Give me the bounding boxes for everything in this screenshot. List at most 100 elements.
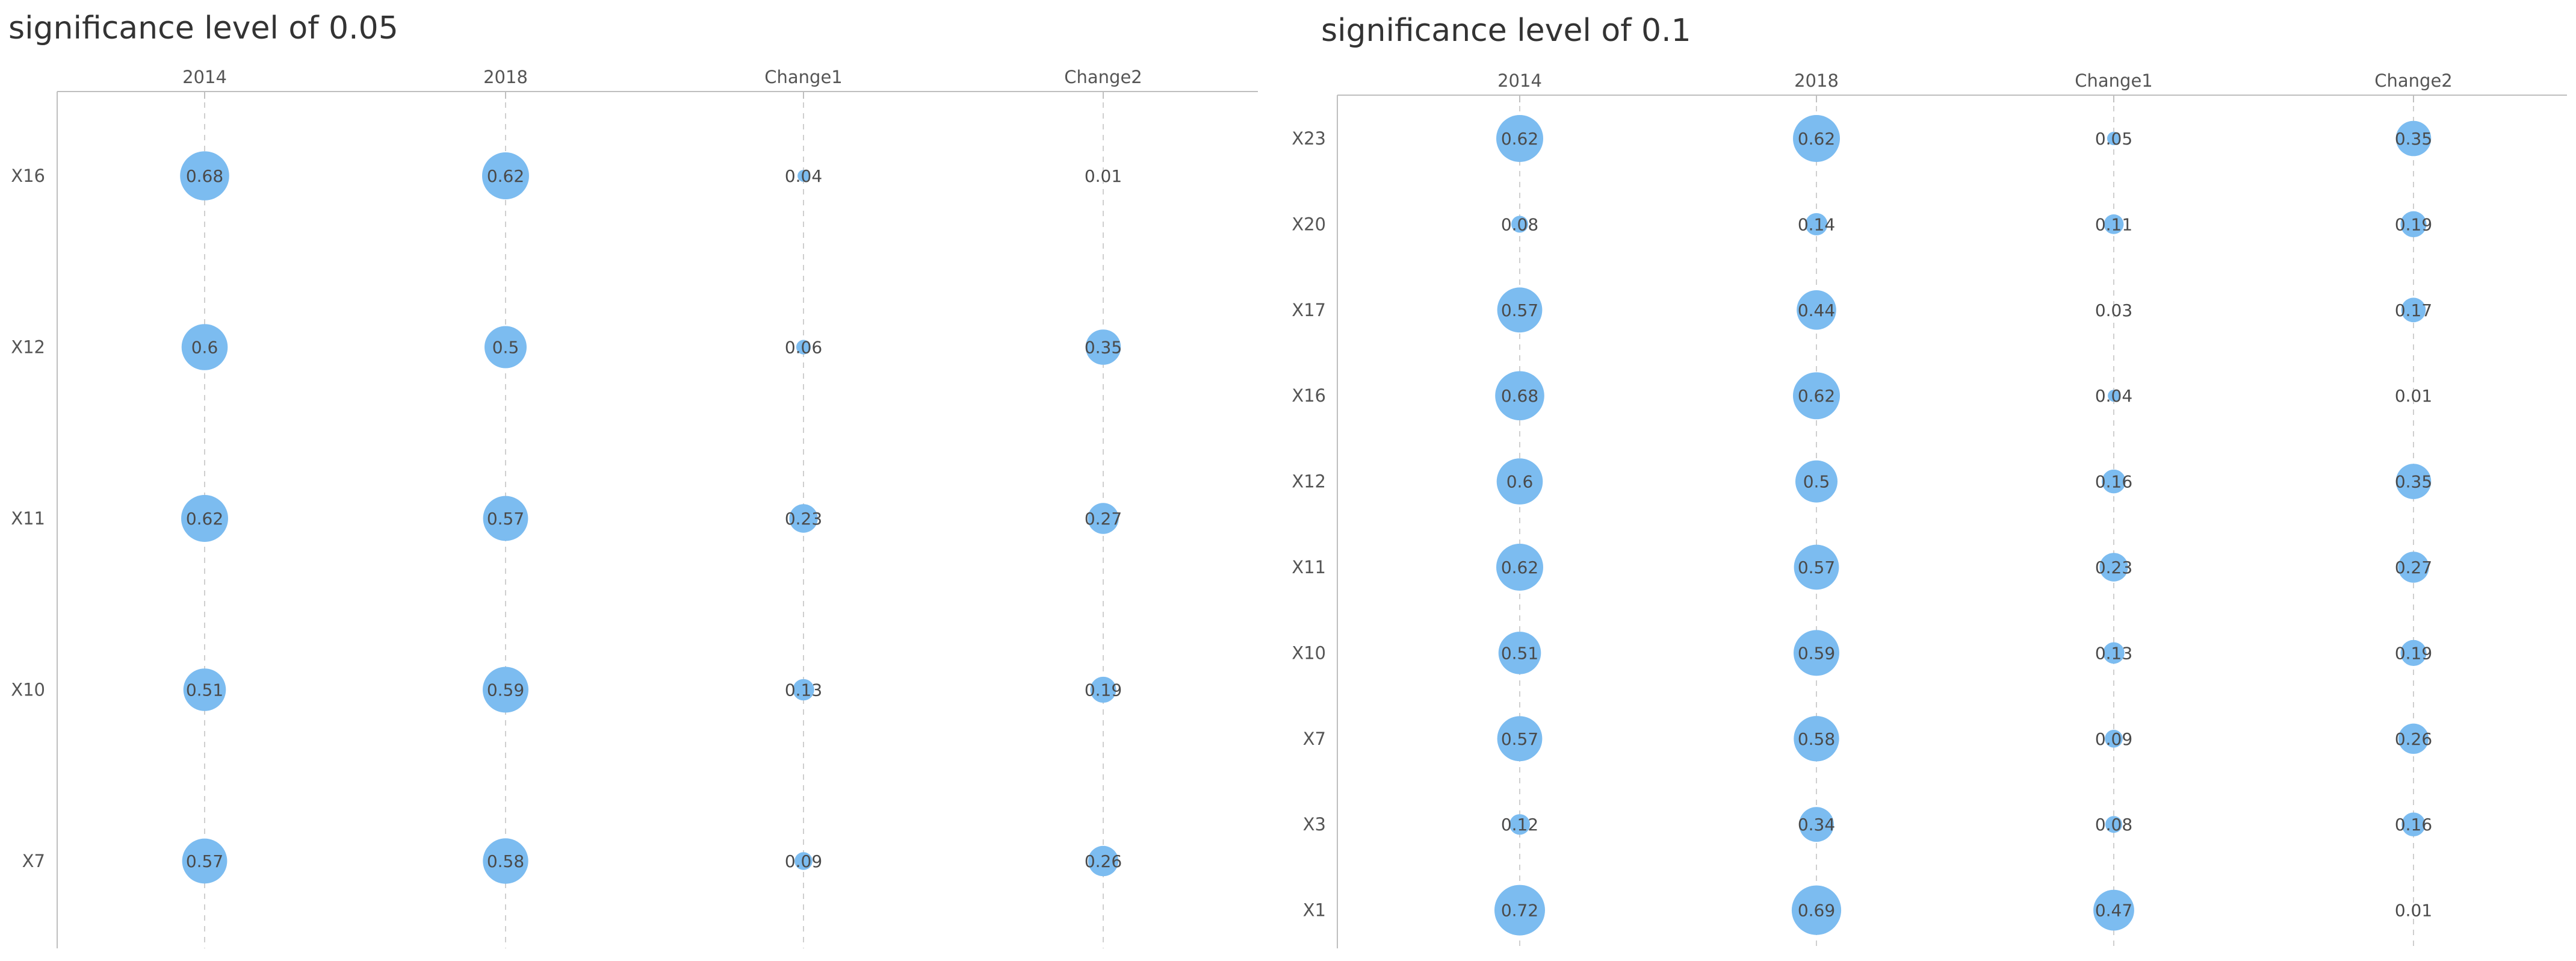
bubble [1495,371,1544,420]
bubble [482,152,529,199]
bubble-value-label: 0.57 [1798,558,1835,577]
bubble [2093,889,2134,931]
row-label: X12 [1292,471,1326,492]
bubble-value-label: 0.51 [186,680,223,700]
bubble [2102,469,2126,494]
bubble-value-label: 0.72 [1501,901,1538,921]
bubble [1797,290,1836,330]
bubble [1511,216,1528,233]
bubble-value-label: 0.5 [1803,472,1830,492]
bubble [2104,214,2124,234]
bubble [1496,544,1543,591]
bubble-value-label: 0.26 [2395,729,2432,749]
bubble-value-label: 0.08 [2095,815,2132,835]
bubble-value-label: 0.05 [2095,129,2132,149]
bubble-value-label: 0.12 [1501,815,1538,835]
bubble [485,326,527,369]
bubble [183,668,226,711]
bubble [2398,552,2429,583]
bubble [1085,329,1121,365]
bubble [181,495,228,542]
bubble-value-label: 0.11 [2095,214,2132,234]
panel-significance-01: significance level of 0.1 2014 2018 Change1… [1292,13,2567,948]
row-label: X11 [11,508,45,529]
column-label: 2018 [483,67,528,87]
bubble [182,838,228,884]
bubble [2099,553,2128,582]
bubble [2105,816,2122,833]
bubble [2401,812,2426,836]
bubble [181,324,228,370]
bubble [2108,390,2120,402]
bubble-value-label: 0.6 [191,338,218,358]
bubble-value-label: 0.04 [785,166,822,186]
bubble-value-label: 0.27 [2395,558,2432,577]
bubble [1794,544,1839,590]
bubble-value-label: 0.26 [1085,851,1122,871]
bubble-value-label: 0.58 [1798,729,1835,749]
bubble [483,838,528,884]
bubble-value-label: 0.01 [1085,166,1122,186]
row-label: X10 [1292,642,1326,663]
bubble [1793,372,1840,420]
bubble [1088,845,1119,877]
bubble-value-label: 0.58 [487,851,524,871]
bubble-value-label: 0.68 [1501,386,1538,406]
bubble [1090,676,1116,703]
bubble-value-label: 0.57 [487,509,524,529]
row-label: X7 [22,851,45,871]
bubble-value-label: 0.09 [2095,729,2132,749]
bubble-value-label: 0.47 [2095,901,2132,921]
bubble-value-label: 0.68 [186,166,223,186]
bubble [180,151,229,201]
row-label: X23 [1292,128,1326,149]
bubble [794,852,813,870]
bubble [2105,730,2123,748]
bubble [2395,120,2432,157]
row-label: X20 [1292,214,1326,234]
bubble [789,504,818,533]
bubble [1799,807,1834,842]
bubble-value-label: 0.06 [785,338,822,358]
bubble-value-label: 0.16 [2395,815,2432,835]
chart-title: significance level of 0.05 [8,10,398,46]
bubble [2401,297,2426,323]
bubble [483,667,528,713]
bubble-value-label: 0.35 [1085,338,1122,358]
bubble-value-label: 0.51 [1501,643,1538,663]
bubble [1509,814,1531,835]
bubble-value-label: 0.13 [785,680,822,700]
bubble-value-label: 0.01 [2395,386,2432,406]
bubble [793,679,814,701]
row-label: X17 [1292,300,1326,320]
bubble [1496,115,1543,162]
bubble-value-label: 0.35 [2395,472,2432,492]
column-label: 2014 [182,67,227,87]
row-label: X16 [1292,385,1326,406]
bubble [1795,460,1838,503]
panel-significance-005: significance level of 0.05 2014 2018 Change… [8,10,1258,948]
bubble-value-label: 0.19 [2395,643,2432,663]
row-label: X12 [11,337,45,358]
bubble-value-label: 0.69 [1798,901,1835,921]
bubble-value-label: 0.62 [1501,558,1538,577]
bubble-value-label: 0.62 [1798,129,1835,149]
row-label: X16 [11,166,45,186]
bubble [2398,723,2429,754]
bubble-value-label: 0.13 [2095,643,2132,663]
bubble-value-label: 0.59 [1798,643,1835,663]
bubble [1496,458,1543,505]
row-label: X11 [1292,557,1326,577]
bubble-value-label: 0.23 [2095,558,2132,577]
bubble [1794,716,1839,762]
bubble-value-label: 0.57 [186,851,223,871]
column-label: Change1 [764,67,842,87]
bubble-value-label: 0.35 [2395,129,2432,149]
bubble-value-label: 0.57 [1501,729,1538,749]
row-label: X10 [11,680,45,700]
bubble-value-label: 0.5 [492,338,519,358]
bubble-value-label: 0.44 [1798,300,1835,320]
bubble [1794,630,1839,676]
bubble [1088,503,1119,534]
